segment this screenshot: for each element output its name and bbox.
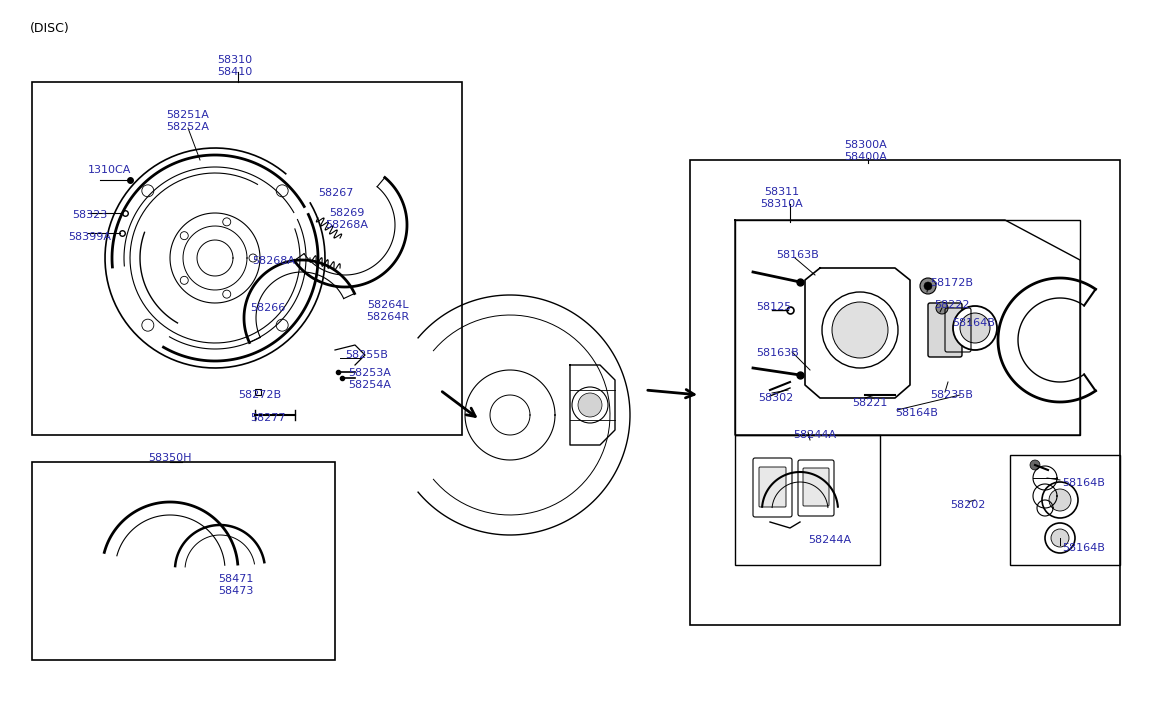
Text: 58164B: 58164B <box>1062 543 1105 553</box>
Text: 58269
58268A: 58269 58268A <box>325 208 368 230</box>
Text: (DISC): (DISC) <box>30 22 70 35</box>
Circle shape <box>936 302 948 314</box>
Circle shape <box>1051 529 1069 547</box>
Text: 58221: 58221 <box>852 398 887 408</box>
Text: 58471
58473: 58471 58473 <box>218 574 253 595</box>
FancyBboxPatch shape <box>928 303 962 357</box>
Text: 58323: 58323 <box>73 210 107 220</box>
Text: 58163B: 58163B <box>756 348 799 358</box>
Bar <box>735 220 1080 435</box>
Text: 1310CA: 1310CA <box>87 165 131 175</box>
FancyBboxPatch shape <box>803 468 829 506</box>
Text: 58399A: 58399A <box>68 232 110 242</box>
Text: 58164B: 58164B <box>895 408 938 418</box>
Text: 58311
58310A: 58311 58310A <box>761 187 803 209</box>
Circle shape <box>920 278 936 294</box>
Circle shape <box>822 292 898 368</box>
Text: 58253A
58254A: 58253A 58254A <box>348 368 391 390</box>
Text: 58300A
58400A: 58300A 58400A <box>845 140 887 161</box>
Text: 58255B: 58255B <box>345 350 388 360</box>
Circle shape <box>924 282 932 290</box>
Bar <box>32 462 335 660</box>
Text: 58235B: 58235B <box>930 390 973 400</box>
Bar <box>32 82 462 435</box>
Text: 58251A
58252A: 58251A 58252A <box>167 110 209 132</box>
Text: 58202: 58202 <box>950 500 985 510</box>
Text: 58244A: 58244A <box>793 430 836 440</box>
Circle shape <box>1030 460 1041 470</box>
Text: 58163B: 58163B <box>776 250 818 260</box>
Text: 58125: 58125 <box>756 302 791 312</box>
Text: 58277: 58277 <box>250 413 285 423</box>
Text: 58244A: 58244A <box>808 535 851 545</box>
Text: 58272B: 58272B <box>238 390 281 400</box>
Text: 58172B: 58172B <box>930 278 973 288</box>
Circle shape <box>960 313 990 343</box>
Bar <box>1009 455 1120 565</box>
Text: 58164B: 58164B <box>952 318 994 328</box>
Text: 58350H: 58350H <box>148 453 192 463</box>
Circle shape <box>832 302 889 358</box>
Text: 58302: 58302 <box>759 393 793 403</box>
Circle shape <box>1042 482 1078 518</box>
Circle shape <box>1045 523 1075 553</box>
FancyBboxPatch shape <box>759 467 786 507</box>
Bar <box>689 160 1120 625</box>
Circle shape <box>572 387 608 423</box>
Text: 58164B: 58164B <box>1062 478 1105 488</box>
Text: 58264L
58264R: 58264L 58264R <box>366 300 409 321</box>
Text: 58266: 58266 <box>250 303 285 313</box>
Circle shape <box>953 306 997 350</box>
Text: 58267: 58267 <box>318 188 353 198</box>
Bar <box>735 435 881 565</box>
Text: 58268A: 58268A <box>252 256 295 266</box>
Circle shape <box>1049 489 1070 511</box>
Circle shape <box>578 393 602 417</box>
Text: 58310
58410: 58310 58410 <box>218 55 252 76</box>
Text: 58222: 58222 <box>933 300 969 310</box>
